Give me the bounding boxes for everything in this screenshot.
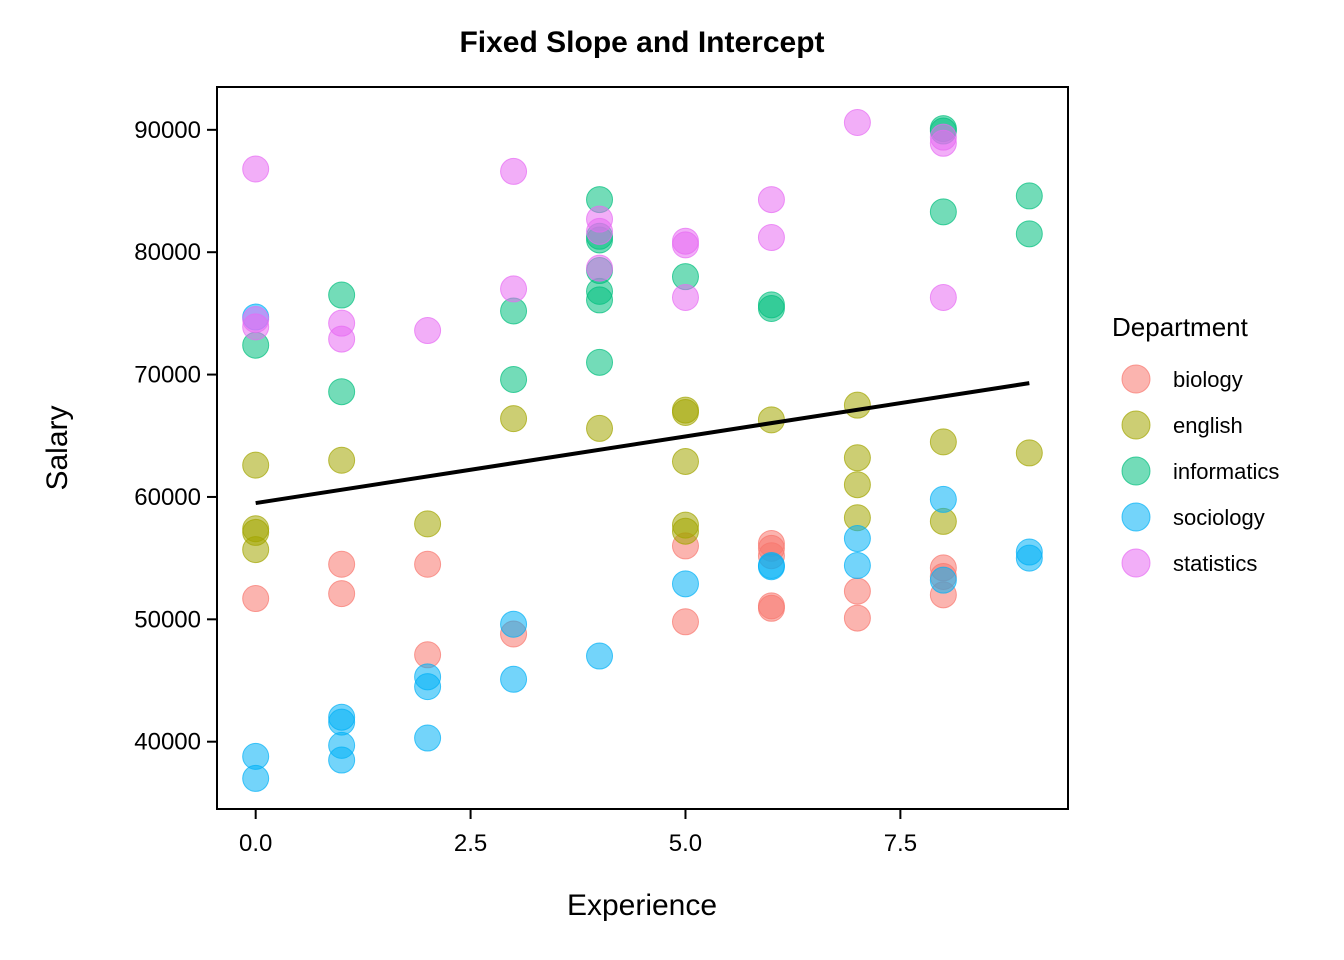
legend-label-statistics: statistics bbox=[1173, 551, 1257, 576]
point-sociology-12 bbox=[586, 642, 614, 670]
x-tick-label-1: 2.5 bbox=[454, 830, 487, 857]
x-tick-label-2: 5.0 bbox=[669, 830, 702, 857]
point-sociology-10 bbox=[500, 610, 528, 638]
point-biology-2 bbox=[328, 580, 356, 608]
point-statistics-0 bbox=[242, 155, 270, 183]
point-sociology-6 bbox=[328, 746, 356, 774]
point-statistics-13 bbox=[671, 283, 699, 311]
x-tick-label-3: 7.5 bbox=[884, 830, 917, 857]
legend-swatch-biology bbox=[1121, 364, 1151, 394]
point-sociology-15 bbox=[757, 553, 785, 581]
y-tick-label-5: 90000 bbox=[134, 117, 201, 144]
chart-title: Fixed Slope and Intercept bbox=[459, 26, 824, 59]
point-english-16 bbox=[843, 471, 871, 499]
y-tick-label-4: 80000 bbox=[134, 239, 201, 266]
point-statistics-4 bbox=[328, 325, 356, 353]
legend-swatch-sociology bbox=[1121, 502, 1151, 532]
point-informatics-14 bbox=[757, 294, 785, 322]
legend-swatch-english bbox=[1121, 410, 1151, 440]
point-english-20 bbox=[1015, 439, 1043, 467]
fit-line-layer bbox=[255, 381, 1030, 506]
y-tick-label-0: 40000 bbox=[134, 729, 201, 756]
point-statistics-18 bbox=[929, 129, 957, 157]
point-statistics-19 bbox=[929, 283, 957, 311]
point-statistics-12 bbox=[671, 231, 699, 259]
point-biology-14 bbox=[843, 604, 871, 632]
point-english-6 bbox=[500, 405, 528, 433]
legend-label-biology: biology bbox=[1173, 367, 1243, 392]
point-english-7 bbox=[586, 414, 614, 442]
point-english-0 bbox=[242, 451, 270, 479]
point-informatics-18 bbox=[1015, 182, 1043, 210]
point-english-4 bbox=[328, 446, 356, 474]
point-sociology-18 bbox=[929, 485, 957, 513]
points-layer bbox=[242, 108, 1043, 792]
x-axis-title: Experience bbox=[567, 889, 717, 922]
point-english-9 bbox=[671, 399, 699, 427]
point-informatics-10 bbox=[586, 286, 614, 314]
point-sociology-13 bbox=[671, 570, 699, 598]
point-english-14 bbox=[843, 391, 871, 419]
point-sociology-21 bbox=[1015, 544, 1043, 572]
legend-swatch-statistics bbox=[1121, 548, 1151, 578]
point-english-10 bbox=[671, 447, 699, 475]
point-statistics-15 bbox=[757, 224, 785, 252]
point-english-12 bbox=[671, 517, 699, 545]
point-english-18 bbox=[929, 428, 957, 456]
point-statistics-6 bbox=[500, 157, 528, 185]
point-sociology-8 bbox=[414, 673, 442, 701]
x-axis: 0.0 2.5 5.0 7.5 bbox=[239, 809, 917, 857]
point-informatics-17 bbox=[929, 198, 957, 226]
point-biology-3 bbox=[414, 550, 442, 578]
point-biology-7 bbox=[671, 608, 699, 636]
point-sociology-17 bbox=[843, 551, 871, 579]
legend-label-english: english bbox=[1173, 413, 1243, 438]
point-informatics-4 bbox=[500, 365, 528, 393]
point-english-15 bbox=[843, 444, 871, 472]
point-biology-1 bbox=[328, 550, 356, 578]
point-informatics-1 bbox=[328, 281, 356, 309]
point-sociology-19 bbox=[929, 566, 957, 594]
point-statistics-2 bbox=[242, 313, 270, 341]
point-statistics-9 bbox=[586, 217, 614, 245]
y-tick-label-1: 50000 bbox=[134, 606, 201, 633]
point-english-3 bbox=[242, 536, 270, 564]
y-tick-label-2: 60000 bbox=[134, 484, 201, 511]
point-statistics-10 bbox=[586, 254, 614, 282]
point-informatics-19 bbox=[1015, 220, 1043, 248]
y-axis: 40000 50000 60000 70000 80000 90000 bbox=[134, 117, 217, 756]
point-english-5 bbox=[414, 510, 442, 538]
point-biology-13 bbox=[843, 577, 871, 605]
point-sociology-11 bbox=[500, 665, 528, 693]
point-sociology-16 bbox=[843, 525, 871, 553]
legend-swatch-informatics bbox=[1121, 456, 1151, 486]
legend-label-sociology: sociology bbox=[1173, 505, 1265, 530]
point-statistics-5 bbox=[414, 317, 442, 345]
point-statistics-14 bbox=[757, 186, 785, 214]
y-tick-label-3: 70000 bbox=[134, 362, 201, 389]
point-biology-0 bbox=[242, 585, 270, 613]
point-sociology-9 bbox=[414, 724, 442, 752]
y-axis-title: Salary bbox=[41, 405, 74, 490]
point-sociology-4 bbox=[328, 708, 356, 736]
point-statistics-16 bbox=[843, 108, 871, 136]
fit-line bbox=[255, 381, 1030, 506]
plot-frame bbox=[216, 86, 1069, 810]
point-informatics-11 bbox=[586, 348, 614, 376]
legend-title: Department bbox=[1112, 312, 1249, 342]
point-biology-12 bbox=[757, 594, 785, 622]
point-sociology-2 bbox=[242, 764, 270, 792]
point-informatics-2 bbox=[328, 378, 356, 406]
legend-label-informatics: informatics bbox=[1173, 459, 1279, 484]
x-tick-label-0: 0.0 bbox=[239, 830, 272, 857]
point-statistics-7 bbox=[500, 275, 528, 303]
legend: Department biology english informatics soci… bbox=[1112, 312, 1279, 578]
